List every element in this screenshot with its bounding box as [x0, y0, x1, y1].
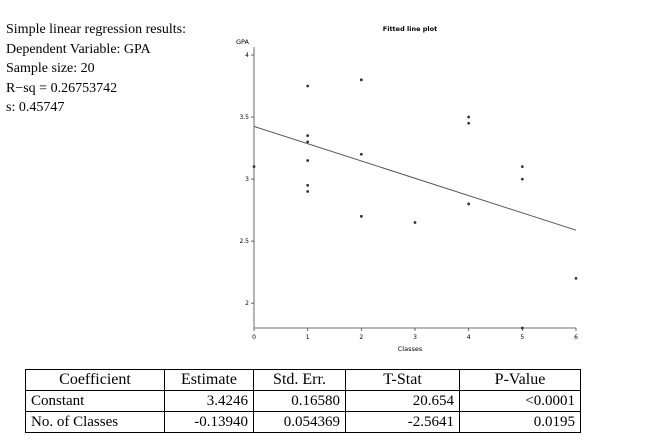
- y-tick-label: 3.5: [239, 114, 249, 121]
- x-axis-label: Classes: [398, 345, 423, 353]
- y-tick-label: 2.5: [239, 238, 249, 245]
- sample-size: Sample size: 20: [6, 61, 95, 76]
- data-point: [467, 121, 471, 125]
- x-tick-label: 2: [359, 334, 363, 341]
- data-point: [467, 115, 471, 119]
- data-point: [306, 84, 310, 88]
- p-value-cell: <0.0001: [459, 390, 581, 412]
- row-label: No. of Classes: [25, 411, 165, 433]
- data-point: [359, 214, 363, 218]
- row-label: Constant: [25, 390, 165, 412]
- data-point: [306, 140, 310, 144]
- p-value-cell: 0.0195: [459, 411, 581, 433]
- table-header-row: Coefficient Estimate Std. Err. T-Stat P-…: [25, 369, 581, 391]
- col-header-std-err: Std. Err.: [253, 369, 346, 391]
- plot-marks: [252, 78, 578, 330]
- fitted-regression-line: [253, 125, 577, 231]
- x-tick-label: 0: [252, 334, 256, 341]
- x-tick-label: 6: [574, 334, 578, 341]
- data-point: [520, 177, 524, 181]
- x-tick-label: 4: [467, 334, 471, 341]
- y-tick-label: 3: [245, 176, 249, 183]
- x-tick-label: 5: [520, 334, 524, 341]
- t-stat-cell: 20.654: [345, 390, 460, 412]
- std-err-cell: 0.16580: [253, 390, 346, 412]
- summary-title: Simple linear regression results:: [6, 22, 187, 37]
- data-point: [413, 221, 417, 224]
- data-point: [306, 134, 310, 138]
- y-tick-label: 4: [245, 52, 249, 59]
- r-squared: R−sq = 0.26753742: [6, 80, 118, 96]
- coefficient-table: Coefficient Estimate Std. Err. T-Stat P-…: [25, 369, 581, 433]
- data-point: [252, 165, 256, 169]
- data-point: [520, 326, 524, 330]
- data-point: [467, 202, 471, 206]
- data-point: [306, 159, 310, 162]
- data-point: [306, 183, 310, 187]
- data-point: [574, 276, 578, 280]
- table-row: Constant 3.4246 0.16580 20.654 <0.0001: [25, 390, 581, 412]
- estimate-cell: 3.4246: [164, 390, 254, 412]
- t-stat-cell: -2.5641: [345, 411, 460, 433]
- std-error-s: s: 0.45747: [6, 100, 65, 115]
- data-point: [359, 78, 363, 82]
- fitted-line-plot: 2 2.5 3 3.5 4 0 1 2 3 4 5 6 Fitted line plot GPA Cl…: [236, 25, 578, 353]
- x-tick-label: 3: [413, 334, 417, 341]
- col-header-coefficient: Coefficient: [25, 369, 165, 391]
- chart-title: Fitted line plot: [383, 25, 437, 33]
- col-header-p-value: P-Value: [459, 369, 581, 391]
- data-point: [306, 190, 310, 193]
- col-header-t-stat: T-Stat: [345, 369, 460, 391]
- plot-axes: 2 2.5 3 3.5 4 0 1 2 3 4 5 6: [239, 47, 578, 341]
- table-row: No. of Classes -0.13940 0.054369 -2.5641…: [25, 411, 581, 433]
- x-tick-label: 1: [306, 334, 310, 341]
- col-header-estimate: Estimate: [164, 369, 254, 391]
- estimate-cell: -0.13940: [164, 411, 254, 433]
- dependent-variable: Dependent Variable: GPA: [6, 41, 151, 57]
- data-point: [359, 152, 363, 156]
- data-point: [520, 165, 524, 169]
- y-tick-label: 2: [245, 300, 249, 307]
- y-axis-label: GPA: [236, 38, 250, 46]
- regression-summary: Simple linear regression results: Depend…: [6, 20, 186, 118]
- std-err-cell: 0.054369: [253, 411, 346, 433]
